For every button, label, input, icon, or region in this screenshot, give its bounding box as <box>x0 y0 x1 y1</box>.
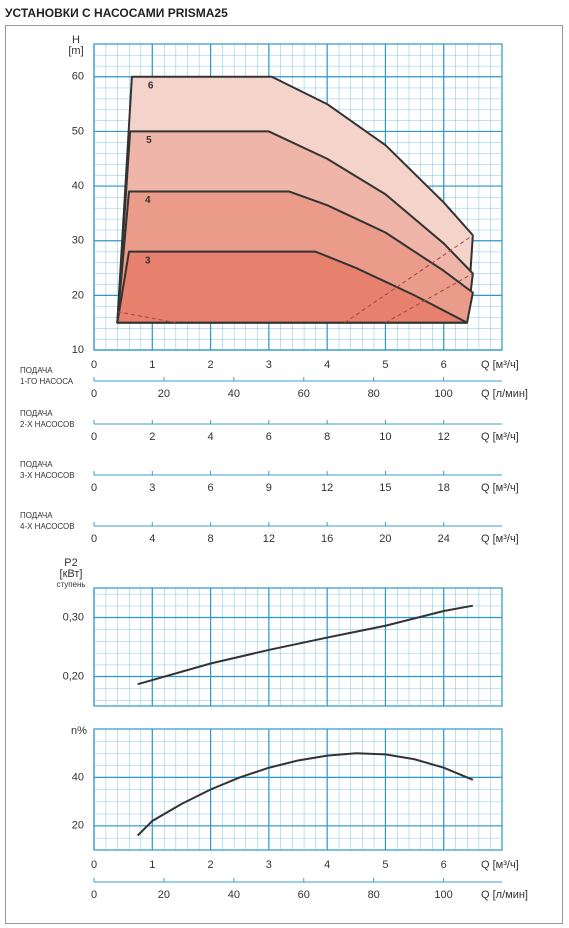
x-tick-label: 4 <box>149 533 155 545</box>
x-tick-label: 2 <box>208 859 214 871</box>
y-tick-label: 20 <box>72 820 84 832</box>
x-tick-label: 8 <box>324 431 330 443</box>
y-axis-label: P2 <box>64 557 77 569</box>
stage-label: 3 <box>145 255 151 266</box>
x-tick-label: 60 <box>298 388 310 400</box>
x-tick-label: 5 <box>382 859 388 871</box>
x-tick-label: 20 <box>379 533 391 545</box>
x-tick-label: 1 <box>149 859 155 871</box>
x-tick-label: 100 <box>434 388 452 400</box>
plot-frame <box>93 728 503 851</box>
x-tick-label: 0 <box>91 859 97 871</box>
stage-label: 6 <box>148 80 154 91</box>
y-tick-label: 50 <box>72 125 84 137</box>
y-axis-label: ступень <box>56 580 85 589</box>
y-axis-label: [кВт] <box>60 568 83 580</box>
x-tick-label: 80 <box>368 388 380 400</box>
row-label: 1-ГО НАСОСА <box>20 377 74 386</box>
y-tick-label: 10 <box>72 344 84 356</box>
x-tick-label: 24 <box>438 533 450 545</box>
y-axis-label: n% <box>71 725 87 737</box>
row-label: 2-Х НАСОСОВ <box>20 420 75 429</box>
x-axis-label: Q [л/мин] <box>481 388 528 400</box>
x-tick-label: 12 <box>321 482 333 494</box>
row-label: ПОДАЧА <box>20 366 53 375</box>
dashed-boundary <box>344 234 474 324</box>
dashed-boundary <box>117 311 176 324</box>
plot-frame <box>93 587 503 707</box>
x-tick-label: 18 <box>438 482 450 494</box>
y-axis-label: [m] <box>68 45 83 57</box>
y-tick-label: 0,20 <box>63 670 84 682</box>
x-tick-label: 2 <box>208 359 214 371</box>
x-tick-label: 0 <box>91 359 97 371</box>
x-tick-label: 100 <box>434 889 452 901</box>
x-tick-label: 0 <box>91 482 97 494</box>
y-tick-label: 20 <box>72 289 84 301</box>
x-tick-label: 40 <box>228 889 240 901</box>
curve <box>137 604 474 686</box>
page-title: УСТАНОВКИ С НАСОСАМИ PRISMA25 <box>5 6 228 20</box>
curve <box>137 752 474 837</box>
x-axis-label: Q [л/мин] <box>481 889 528 901</box>
y-tick-label: 40 <box>72 771 84 783</box>
dashed-boundary <box>385 273 474 324</box>
row-label: 4-Х НАСОСОВ <box>20 522 75 531</box>
x-tick-label: 80 <box>368 889 380 901</box>
plot-frame <box>93 43 503 351</box>
x-tick-label: 3 <box>149 482 155 494</box>
y-tick-label: 0,30 <box>63 611 84 623</box>
y-tick-label: 30 <box>72 235 84 247</box>
x-tick-label: 6 <box>441 859 447 871</box>
x-axis-label: Q [м³/ч] <box>481 533 519 545</box>
x-tick-label: 0 <box>91 431 97 443</box>
y-axis-label: H <box>72 34 80 46</box>
x-tick-label: 6 <box>441 359 447 371</box>
x-tick-label: 3 <box>266 859 272 871</box>
x-tick-label: 0 <box>91 533 97 545</box>
x-tick-label: 16 <box>321 533 333 545</box>
x-tick-label: 6 <box>266 431 272 443</box>
row-label: 3-Х НАСОСОВ <box>20 471 75 480</box>
x-tick-label: 5 <box>382 359 388 371</box>
x-tick-label: 6 <box>208 482 214 494</box>
x-tick-label: 4 <box>324 859 330 871</box>
x-axis-label: Q [м³/ч] <box>481 859 519 871</box>
x-tick-label: 3 <box>266 359 272 371</box>
x-tick-label: 10 <box>379 431 391 443</box>
x-tick-label: 1 <box>149 359 155 371</box>
x-axis-label: Q [м³/ч] <box>481 482 519 494</box>
row-label: ПОДАЧА <box>20 511 53 520</box>
frame <box>5 25 563 924</box>
minor-grid <box>94 588 502 706</box>
x-axis-label: Q [м³/ч] <box>481 431 519 443</box>
x-tick-label: 0 <box>91 388 97 400</box>
x-axis-label: Q [м³/ч] <box>481 359 519 371</box>
y-tick-label: 40 <box>72 180 84 192</box>
stage-label: 5 <box>146 135 152 146</box>
x-tick-label: 12 <box>438 431 450 443</box>
x-tick-label: 15 <box>379 482 391 494</box>
x-tick-label: 8 <box>208 533 214 545</box>
x-tick-label: 9 <box>266 482 272 494</box>
x-tick-label: 60 <box>298 889 310 901</box>
stage-area <box>116 250 469 324</box>
row-label: ПОДАЧА <box>20 460 53 469</box>
y-tick-label: 60 <box>72 71 84 83</box>
x-tick-label: 20 <box>158 388 170 400</box>
minor-grid <box>94 729 502 850</box>
stage-label: 4 <box>145 195 151 206</box>
row-label: ПОДАЧА <box>20 409 53 418</box>
x-tick-label: 0 <box>91 889 97 901</box>
x-tick-label: 2 <box>149 431 155 443</box>
x-tick-label: 20 <box>158 889 170 901</box>
x-tick-label: 4 <box>208 431 214 443</box>
x-tick-label: 12 <box>263 533 275 545</box>
x-tick-label: 4 <box>324 359 330 371</box>
x-tick-label: 40 <box>228 388 240 400</box>
